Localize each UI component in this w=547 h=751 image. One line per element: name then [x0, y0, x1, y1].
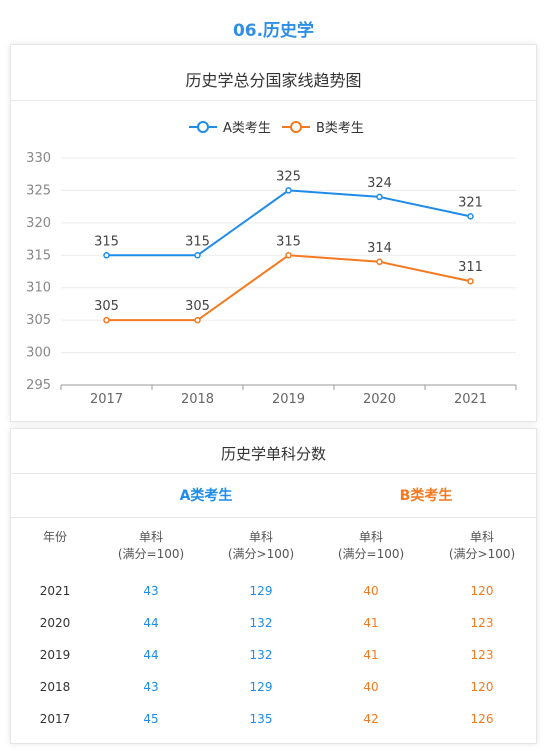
x-tick-label: 2019 — [272, 392, 305, 407]
score-table-card: 历史学单科分数 A类考生 B类考生 年份 单科 (满分=100) 单科 (满分>… — [10, 428, 537, 744]
x-tick-label: 2020 — [363, 392, 396, 407]
cell-a-gt100: 129 — [249, 680, 273, 694]
data-label: 314 — [367, 241, 392, 256]
x-tick-label: 2021 — [454, 392, 487, 407]
data-label: 315 — [94, 234, 119, 249]
cell-a-gt100: 129 — [249, 584, 273, 598]
col-header-label: 单科 — [358, 530, 383, 544]
cell-year: 2020 — [39, 616, 71, 630]
x-tick-label: 2018 — [181, 392, 214, 407]
col-header-b-gt100: 单科 (满分>100) — [442, 529, 522, 563]
y-tick-label: 315 — [26, 248, 51, 263]
line-chart: 330 325 320 315 310 305 300 295 2017 2018 2019 2020… — [26, 121, 517, 407]
data-point — [103, 316, 110, 324]
cell-b-gt100: 123 — [470, 616, 494, 630]
cell-b-le100: 41 — [363, 616, 379, 630]
cell-a-gt100: 132 — [249, 616, 273, 630]
cell-b-gt100: 126 — [470, 712, 494, 726]
cell-year: 2017 — [39, 712, 71, 726]
y-tick-label: 305 — [26, 313, 51, 328]
col-header-sub: (满分=100) — [337, 547, 405, 561]
data-label: 305 — [94, 299, 119, 314]
y-tick-label: 320 — [26, 216, 51, 231]
col-header-sub: (满分>100) — [227, 547, 295, 561]
legend-marker — [197, 121, 209, 133]
data-point — [103, 252, 110, 259]
divider — [11, 517, 536, 518]
legend-label: A类考生 — [223, 121, 271, 136]
cell-a-le100: 43 — [143, 584, 159, 598]
x-tick-label: 2017 — [90, 392, 123, 407]
cell-b-le100: 41 — [363, 648, 379, 662]
data-point — [376, 258, 383, 266]
cell-b-le100: 42 — [363, 712, 379, 726]
group-a-header: A类考生 — [179, 488, 233, 504]
cell-b-gt100: 120 — [470, 584, 494, 598]
chart-title: 历史学总分国家线趋势图 — [185, 71, 362, 90]
col-header-label: 单科 — [469, 530, 494, 544]
data-label: 311 — [458, 260, 483, 275]
cell-year: 2018 — [39, 680, 71, 694]
data-point — [285, 252, 292, 259]
col-header-sub: (满分>100) — [448, 547, 516, 561]
data-label: 305 — [185, 299, 210, 314]
cell-b-gt100: 120 — [470, 680, 494, 694]
cell-a-le100: 44 — [143, 648, 159, 662]
data-label: 321 — [458, 195, 483, 210]
y-tick-label: 310 — [26, 281, 51, 296]
col-header-label: 单科 — [138, 530, 163, 544]
data-label: 315 — [185, 234, 210, 249]
col-header-a-le100: 单科 (满分=100) — [111, 529, 191, 563]
cell-year: 2021 — [39, 584, 71, 598]
divider — [11, 100, 536, 101]
data-point — [376, 193, 383, 201]
data-point — [194, 252, 201, 259]
col-header-year: 年份 — [42, 530, 67, 544]
data-label: 325 — [276, 169, 301, 184]
cell-b-le100: 40 — [363, 584, 379, 598]
data-label: 324 — [367, 176, 392, 191]
divider — [11, 473, 536, 474]
y-tick-label: 300 — [26, 346, 51, 361]
data-point — [467, 213, 474, 220]
chart-card: 历史学总分国家线趋势图 330 325 320 315 310 305 300 295 2017… — [10, 44, 537, 422]
cell-a-gt100: 132 — [249, 648, 273, 662]
data-label: 315 — [276, 234, 301, 249]
data-point — [285, 187, 292, 194]
data-point — [194, 316, 201, 324]
col-header-sub: (满分=100) — [117, 547, 185, 561]
cell-b-gt100: 123 — [470, 648, 494, 662]
cell-a-le100: 43 — [143, 680, 159, 694]
cell-b-le100: 40 — [363, 680, 379, 694]
cell-a-le100: 45 — [143, 712, 159, 726]
data-point — [467, 277, 474, 285]
col-header-a-gt100: 单科 (满分>100) — [221, 529, 301, 563]
cell-a-gt100: 135 — [249, 712, 273, 726]
page-title: 06.历史学 — [232, 21, 315, 41]
table-title: 历史学单科分数 — [220, 445, 326, 463]
y-tick-label: 330 — [26, 151, 51, 166]
y-tick-label: 295 — [26, 378, 51, 393]
cell-a-le100: 44 — [143, 616, 159, 630]
cell-year: 2019 — [39, 648, 71, 662]
y-tick-label: 325 — [26, 183, 51, 198]
col-header-label: 单科 — [248, 530, 273, 544]
group-b-header: B类考生 — [399, 488, 453, 504]
col-header-b-le100: 单科 (满分=100) — [331, 529, 411, 563]
legend-marker — [290, 121, 302, 133]
legend-label: B类考生 — [316, 121, 364, 136]
